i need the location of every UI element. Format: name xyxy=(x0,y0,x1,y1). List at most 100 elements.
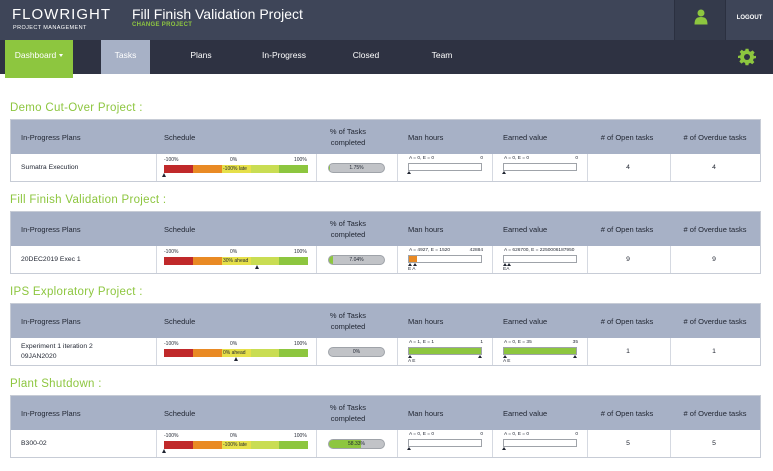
schedule-marker xyxy=(255,265,260,269)
man-hours-max: 0 xyxy=(480,156,483,161)
table-header: In-Progress Plans Schedule % of Tasks co… xyxy=(11,120,760,154)
man-hours-values: A = 0, E = 0 xyxy=(409,432,435,437)
pct-text: 0% xyxy=(352,349,361,355)
flowright-logo[interactable]: FLOWRIGHT PROJECT MANAGEMENT xyxy=(12,6,110,34)
project-plans-table: In-Progress Plans Schedule % of Tasks co… xyxy=(10,119,761,182)
col-overdue-tasks: # of Overdue tasks xyxy=(683,132,747,142)
man-hours-values: A = 4927, E = 1520 xyxy=(409,248,451,253)
schedule-status-text: 30% ahead xyxy=(223,258,249,264)
col-man-hours: Man hours xyxy=(408,132,444,142)
tab-closed[interactable]: Closed xyxy=(352,50,380,60)
user-profile-button[interactable] xyxy=(674,0,726,40)
project-plans-table: In-Progress Plans Schedule % of Tasks co… xyxy=(10,211,761,274)
table-row[interactable]: B300-02 -100% 0% 100% -100% late xyxy=(11,430,760,457)
col-overdue-tasks: # of Overdue tasks xyxy=(683,224,747,234)
pct-text: 7.04% xyxy=(349,257,364,263)
top-bar: FLOWRIGHT PROJECT MANAGEMENT Fill Finish… xyxy=(0,0,773,40)
open-tasks-count[interactable]: 5 xyxy=(626,440,630,447)
earned-value-values: A = 0, E = 0 xyxy=(504,432,530,437)
earned-value-fill xyxy=(504,348,576,354)
man-hours-track xyxy=(408,439,482,447)
pct-completed-pill: 0% xyxy=(328,347,385,357)
logo-wordmark: FLOWRIGHT xyxy=(12,6,111,23)
overdue-tasks-count[interactable]: 4 xyxy=(712,164,716,171)
man-hours-marker-labels: A E xyxy=(408,359,416,364)
schedule-bar xyxy=(164,257,308,265)
col-open-tasks: # of Open tasks xyxy=(600,224,654,234)
man-hours-marker xyxy=(407,447,411,450)
man-hours-meter: A = 0, E = 0 0 xyxy=(407,156,484,180)
plan-name[interactable]: Sumatra Execution xyxy=(21,154,151,181)
project-plans-table: In-Progress Plans Schedule % of Tasks co… xyxy=(10,303,761,366)
col-open-tasks: # of Open tasks xyxy=(600,132,654,142)
man-hours-marker xyxy=(407,171,411,174)
man-hours-marker xyxy=(478,355,482,358)
tab-team[interactable]: Team xyxy=(431,50,453,60)
logo-tagline: PROJECT MANAGEMENT xyxy=(13,25,87,31)
change-project-link[interactable]: CHANGE PROJECT xyxy=(132,22,193,28)
earned-value-marker-labels: A E xyxy=(503,359,511,364)
logout-button[interactable]: LOGOUT xyxy=(736,15,763,21)
table-header: In-Progress Plans Schedule % of Tasks co… xyxy=(11,212,760,246)
col-schedule: Schedule xyxy=(164,408,196,418)
tab-in-progress[interactable]: In-Progress xyxy=(262,50,306,60)
col-earned-value: Earned value xyxy=(503,408,548,418)
plan-name-line1: 20DEC2019 Exec 1 xyxy=(21,255,81,263)
open-tasks-count[interactable]: 1 xyxy=(626,348,630,355)
tab-plans[interactable]: Plans xyxy=(190,50,212,60)
man-hours-meter: A = 4927, E = 1520 42884 E A xyxy=(408,248,484,272)
main-nav: Dashboard Tasks Plans In-Progress Closed… xyxy=(0,40,773,78)
open-tasks-count[interactable]: 4 xyxy=(626,164,630,171)
col-pct-completed: % of Tasks completed xyxy=(318,120,378,154)
pct-fill xyxy=(329,440,362,448)
earned-value-max: 0 xyxy=(575,156,578,161)
table-row[interactable]: Experiment 1 iteration 2 09JAN2020 -100%… xyxy=(11,338,760,365)
tab-dashboard-label: Dashboard xyxy=(14,50,57,60)
col-man-hours: Man hours xyxy=(408,408,444,418)
col-pct-line2: completed xyxy=(330,322,366,331)
plan-name-line2: 09JAN2020 xyxy=(21,352,57,360)
man-hours-meter: A = 0, E = 0 0 xyxy=(407,432,484,456)
overdue-tasks-count[interactable]: 1 xyxy=(712,348,716,355)
table-row[interactable]: 20DEC2019 Exec 1 -100% 0% 100% 30% ahead xyxy=(11,246,760,273)
project-title-heading[interactable]: IPS Exploratory Project : xyxy=(10,286,143,298)
earned-value-marker-labels: EA xyxy=(503,267,510,272)
earned-value-track xyxy=(503,255,577,263)
earned-value-values: A = 0, E = 35 xyxy=(504,340,532,345)
plan-name[interactable]: B300-02 xyxy=(21,430,151,457)
earned-value-track xyxy=(503,163,577,171)
schedule-status-text: -100% late xyxy=(223,166,247,172)
table-row[interactable]: Sumatra Execution -100% 0% 100% -100% la… xyxy=(11,154,760,181)
earned-value-meter: A = 0, E = 35 35 A E xyxy=(503,340,579,364)
earned-value-values: A = 626700, E = 2250006187950 xyxy=(504,248,575,253)
col-plans: In-Progress Plans xyxy=(21,132,81,142)
plan-name-line1: Experiment 1 iteration 2 xyxy=(21,342,93,350)
man-hours-marker-labels: E A xyxy=(408,267,416,272)
overdue-tasks-count[interactable]: 9 xyxy=(712,256,716,263)
open-tasks-count[interactable]: 9 xyxy=(626,256,630,263)
project-title-heading[interactable]: Fill Finish Validation Project : xyxy=(10,194,167,206)
schedule-mid-label: 0% xyxy=(230,341,238,347)
earned-value-marker xyxy=(503,263,507,266)
earned-value-marker xyxy=(573,355,577,358)
schedule-max-label: 100% xyxy=(294,433,307,439)
plan-name-line1: Sumatra Execution xyxy=(21,163,79,171)
chevron-down-icon xyxy=(59,54,64,58)
tab-dashboard[interactable]: Dashboard xyxy=(5,40,73,78)
man-hours-marker xyxy=(413,263,417,266)
earned-value-marker xyxy=(503,355,507,358)
schedule-bar xyxy=(164,349,308,357)
schedule-max-label: 100% xyxy=(294,249,307,255)
schedule-min-label: -100% xyxy=(164,433,179,439)
schedule-max-label: 100% xyxy=(294,157,307,163)
project-title-heading[interactable]: Plant Shutdown : xyxy=(10,378,102,390)
schedule-indicator: -100% 0% 100% 0% ahead xyxy=(164,341,309,363)
plan-name[interactable]: Experiment 1 iteration 2 09JAN2020 xyxy=(21,338,151,365)
gear-icon[interactable] xyxy=(738,48,756,66)
earned-value-max: 35 xyxy=(572,340,578,345)
plan-name[interactable]: 20DEC2019 Exec 1 xyxy=(21,246,151,273)
overdue-tasks-count[interactable]: 5 xyxy=(712,440,716,447)
table-header: In-Progress Plans Schedule % of Tasks co… xyxy=(11,304,760,338)
project-title-heading[interactable]: Demo Cut-Over Project : xyxy=(10,102,143,114)
tab-tasks[interactable]: Tasks xyxy=(101,40,150,74)
